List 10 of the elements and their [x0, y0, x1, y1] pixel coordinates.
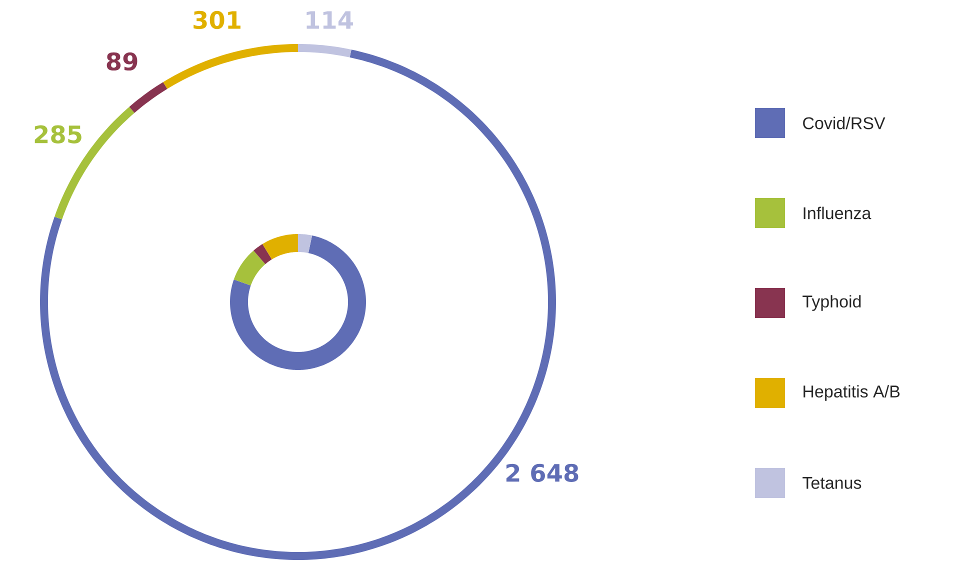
data-label: 285 [34, 125, 82, 144]
legend-label: Covid/RSV [803, 116, 886, 130]
data-label: 301 [194, 10, 240, 30]
legend-label: Influenza [804, 206, 872, 220]
data-label: 114 [306, 11, 353, 29]
legend-label: Typhoid [802, 295, 861, 311]
legend-label: Hepatitis A/B [804, 385, 900, 401]
data-label: 89 [106, 52, 138, 71]
legend-label: Tetanus [802, 477, 862, 489]
data-label: 2 648 [506, 464, 578, 482]
